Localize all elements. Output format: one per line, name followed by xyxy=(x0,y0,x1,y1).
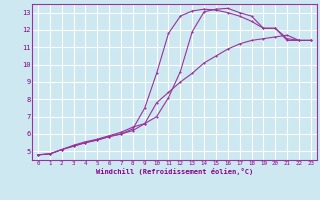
X-axis label: Windchill (Refroidissement éolien,°C): Windchill (Refroidissement éolien,°C) xyxy=(96,168,253,175)
